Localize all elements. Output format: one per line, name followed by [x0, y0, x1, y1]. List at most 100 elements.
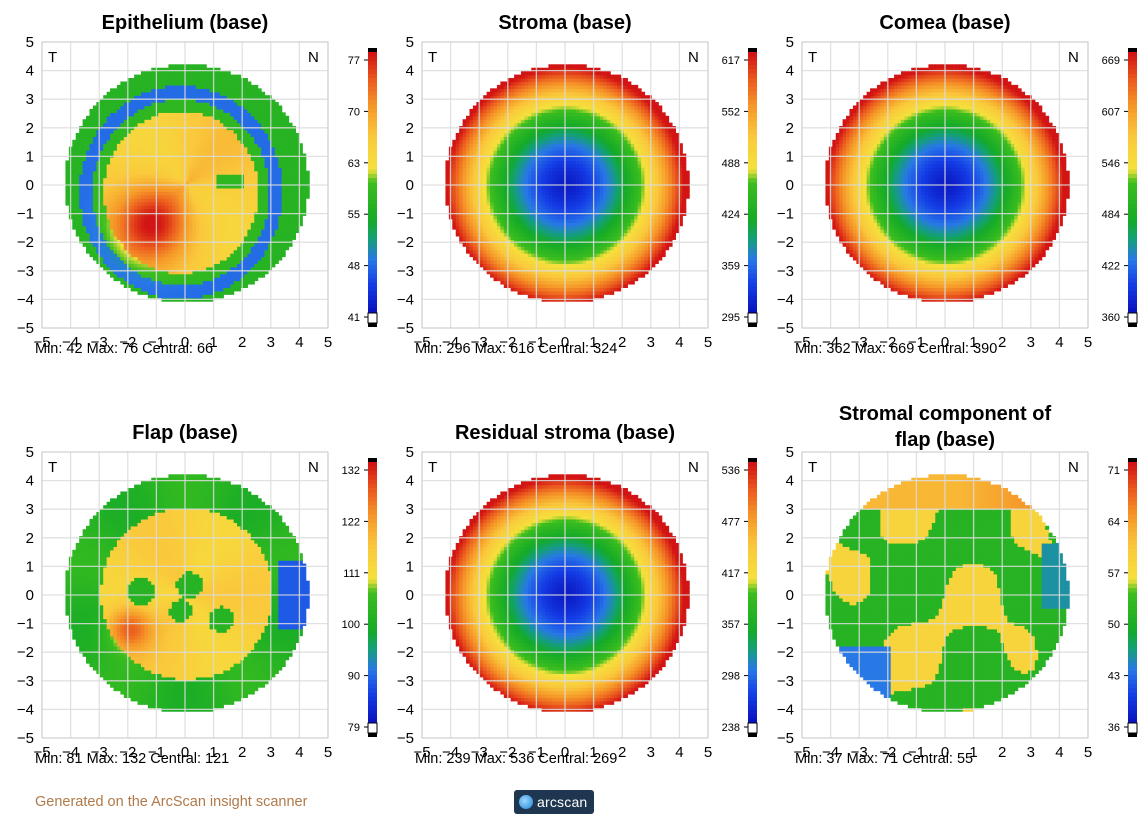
heatmap-cell — [206, 191, 211, 196]
heatmap-cell — [466, 232, 471, 237]
heatmap-cell — [510, 256, 515, 261]
heatmap-cell — [278, 150, 283, 155]
heatmap-cell — [247, 208, 252, 213]
heatmap-cell — [123, 105, 128, 110]
heatmap-cell — [281, 153, 286, 158]
heatmap-cell — [226, 239, 231, 244]
heatmap-cell — [116, 222, 121, 227]
heatmap-cell — [257, 112, 262, 117]
heatmap-cell — [89, 187, 94, 192]
heatmap-cell — [182, 290, 187, 295]
heatmap-cell — [161, 259, 166, 264]
heatmap-cell — [476, 225, 481, 230]
heatmap-cell — [113, 201, 118, 206]
heatmap-cell — [213, 78, 218, 83]
heatmap-cell — [89, 184, 94, 189]
heatmap-cell — [271, 201, 276, 206]
heatmap-cell — [113, 277, 118, 282]
heatmap-cell — [500, 263, 505, 268]
heatmap-cell — [171, 266, 176, 271]
heatmap-cell — [189, 184, 194, 189]
heatmap-cell — [213, 222, 218, 227]
heatmap-cell — [178, 167, 183, 172]
heatmap-cell — [599, 283, 604, 288]
heatmap-cell — [144, 266, 149, 271]
heatmap-cell — [103, 108, 108, 113]
heatmap-cell — [82, 239, 87, 244]
heatmap-cell — [106, 263, 111, 268]
colorbar-segment — [368, 165, 377, 170]
heatmap-cell — [96, 167, 101, 172]
heatmap-cell — [596, 294, 601, 299]
heatmap-cell — [92, 132, 97, 137]
heatmap-cell — [278, 194, 283, 199]
heatmap-cell — [226, 174, 231, 179]
heatmap-cell — [182, 146, 187, 151]
heatmap-cell — [110, 229, 115, 234]
heatmap-cell — [192, 67, 197, 72]
heatmap-cell — [151, 163, 156, 168]
heatmap-cell — [524, 229, 529, 234]
heatmap-cell — [544, 277, 550, 282]
heatmap-cell — [175, 170, 180, 175]
heatmap-cell — [233, 129, 238, 134]
heatmap-cell — [116, 187, 121, 192]
heatmap-cell — [161, 294, 166, 299]
heatmap-cell — [137, 239, 142, 244]
heatmap-cell — [223, 156, 228, 161]
heatmap-cell — [182, 218, 187, 223]
heatmap-cell — [206, 129, 211, 134]
heatmap-cell — [230, 201, 235, 206]
heatmap-cell — [189, 160, 194, 165]
heatmap-cell — [496, 235, 501, 240]
heatmap-cell — [520, 280, 525, 285]
heatmap-cell — [134, 88, 139, 93]
heatmap-cell — [144, 132, 149, 137]
heatmap-cell — [233, 263, 238, 268]
heatmap-cell — [226, 181, 231, 186]
heatmap-cell — [82, 194, 87, 199]
heatmap-cell — [223, 150, 228, 155]
heatmap-cell — [164, 156, 170, 161]
heatmap-cell — [103, 95, 108, 100]
heatmap-cell — [199, 115, 204, 120]
heatmap-cell — [216, 112, 221, 117]
heatmap-cell — [230, 150, 235, 155]
heatmap-cell — [658, 256, 663, 261]
heatmap-cell — [134, 81, 139, 86]
heatmap-cell — [216, 78, 221, 83]
heatmap-cell — [134, 232, 139, 237]
heatmap-cell — [267, 184, 272, 189]
heatmap-cell — [147, 136, 152, 141]
heatmap-cell — [175, 167, 180, 172]
heatmap-cell — [178, 181, 183, 186]
heatmap-cell — [291, 174, 296, 179]
heatmap-cell — [175, 277, 180, 282]
heatmap-cell — [569, 232, 574, 237]
heatmap-cell — [271, 191, 276, 196]
heatmap-cell — [668, 235, 673, 240]
heatmap-cell — [254, 88, 259, 93]
heatmap-cell — [79, 160, 84, 165]
heatmap-cell — [250, 119, 255, 124]
heatmap-cell — [264, 150, 269, 155]
heatmap-cell — [295, 225, 300, 230]
heatmap-cell — [127, 167, 132, 172]
heatmap-cell — [237, 181, 242, 186]
heatmap-cell — [134, 246, 139, 251]
heatmap-cell — [302, 156, 307, 161]
heatmap-cell — [171, 218, 176, 223]
heatmap-cell — [202, 129, 207, 134]
heatmap-cell — [579, 232, 584, 237]
heatmap-cell — [247, 177, 252, 182]
colorbar-segment — [368, 286, 377, 292]
heatmap-cell — [486, 229, 491, 234]
heatmap-cell — [199, 91, 204, 96]
heatmap-cell — [271, 119, 276, 124]
heatmap-cell — [182, 64, 187, 69]
heatmap-cell — [219, 246, 224, 251]
heatmap-cell — [189, 242, 194, 247]
heatmap-cell — [130, 136, 135, 141]
heatmap-cell — [517, 232, 522, 237]
heatmap-cell — [271, 105, 276, 110]
